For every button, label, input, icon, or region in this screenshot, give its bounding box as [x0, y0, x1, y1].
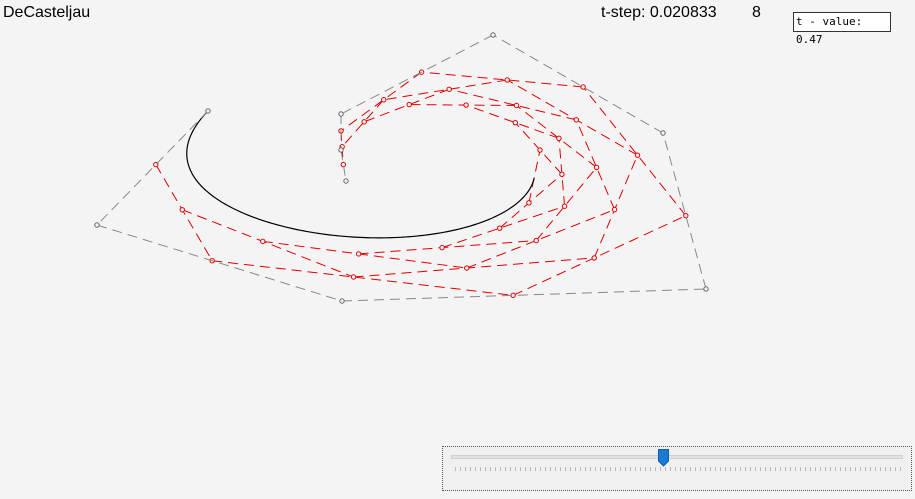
construction-point: [537, 147, 543, 153]
control-point[interactable]: [205, 108, 211, 114]
control-polygon-segment: [340, 34, 494, 115]
construction-segment: [182, 209, 354, 278]
construction-point: [573, 117, 579, 123]
construction-segment: [155, 164, 213, 261]
bezier-curve: [186, 110, 535, 239]
control-polygon-segment: [341, 288, 707, 302]
control-polygon: [94, 32, 709, 304]
control-polygon-segment: [96, 110, 209, 226]
bezier-canvas[interactable]: [0, 0, 915, 440]
construction-point: [611, 206, 618, 213]
construction-point: [561, 203, 568, 209]
control-polygon-segment: [96, 224, 343, 302]
construction-point: [504, 77, 510, 83]
construction-point: [355, 251, 362, 257]
construction-point: [439, 244, 445, 251]
construction-point: [260, 238, 266, 245]
control-point[interactable]: [338, 147, 344, 153]
construction-segment: [358, 240, 537, 255]
construction-segment: [512, 215, 686, 296]
construction-segment: [409, 104, 517, 106]
app-title: DeCasteljau: [3, 4, 91, 21]
construction-segment: [535, 167, 597, 241]
construction-segment: [262, 240, 467, 269]
construction-point: [533, 237, 539, 244]
control-point[interactable]: [343, 178, 349, 184]
slider-thumb[interactable]: [657, 449, 669, 467]
construction-segment: [449, 88, 577, 121]
control-point[interactable]: [490, 32, 496, 38]
construction-segment: [575, 119, 616, 210]
control-point[interactable]: [339, 298, 345, 304]
control-polygon-segment: [492, 34, 664, 134]
construction-point: [446, 86, 452, 92]
control-point[interactable]: [338, 111, 344, 117]
construction-segment: [582, 86, 687, 216]
construction-point: [361, 119, 367, 125]
degree-label: 8: [752, 4, 761, 21]
slider-ticks: [455, 467, 903, 471]
t-step-label: t-step: 0.020833: [601, 4, 717, 21]
construction-point: [580, 84, 586, 90]
construction-point: [406, 101, 412, 108]
construction-point: [464, 265, 470, 271]
construction-lines: [153, 69, 689, 299]
construction-point: [496, 225, 503, 231]
slider-track[interactable]: [451, 455, 903, 459]
construction-point: [463, 102, 469, 108]
construction-segment: [212, 260, 514, 296]
construction-point: [556, 135, 562, 142]
construction-point: [559, 171, 565, 177]
construction-segment: [516, 105, 597, 168]
control-polygon-segment: [340, 149, 347, 182]
construction-segment: [528, 149, 541, 203]
construction-point: [634, 152, 641, 158]
construction-point: [591, 255, 597, 261]
construction-point: [350, 274, 357, 280]
construction-point: [179, 207, 186, 213]
construction-segment: [363, 88, 450, 123]
construction-segment: [340, 71, 422, 132]
construction-segment: [466, 209, 615, 269]
t-value-field[interactable]: t - value: 0.47: [793, 12, 891, 46]
construction-segment: [341, 99, 385, 148]
control-point[interactable]: [703, 286, 709, 292]
construction-point: [526, 200, 532, 206]
bezier-curve-layer: [186, 110, 535, 239]
construction-point: [593, 164, 600, 171]
t-slider-panel: [442, 446, 912, 491]
construction-segment: [465, 104, 560, 139]
construction-segment: [506, 79, 638, 156]
construction-point: [380, 97, 387, 103]
construction-segment: [441, 205, 565, 249]
construction-segment: [593, 154, 638, 259]
control-point[interactable]: [94, 222, 100, 228]
construction-point: [512, 119, 518, 126]
control-polygon-segment: [662, 132, 707, 290]
construction-segment: [421, 71, 584, 88]
construction-point: [513, 102, 520, 109]
construction-segment: [353, 257, 595, 278]
construction-point: [683, 212, 689, 219]
construction-segment: [383, 79, 508, 101]
control-point[interactable]: [660, 130, 666, 136]
